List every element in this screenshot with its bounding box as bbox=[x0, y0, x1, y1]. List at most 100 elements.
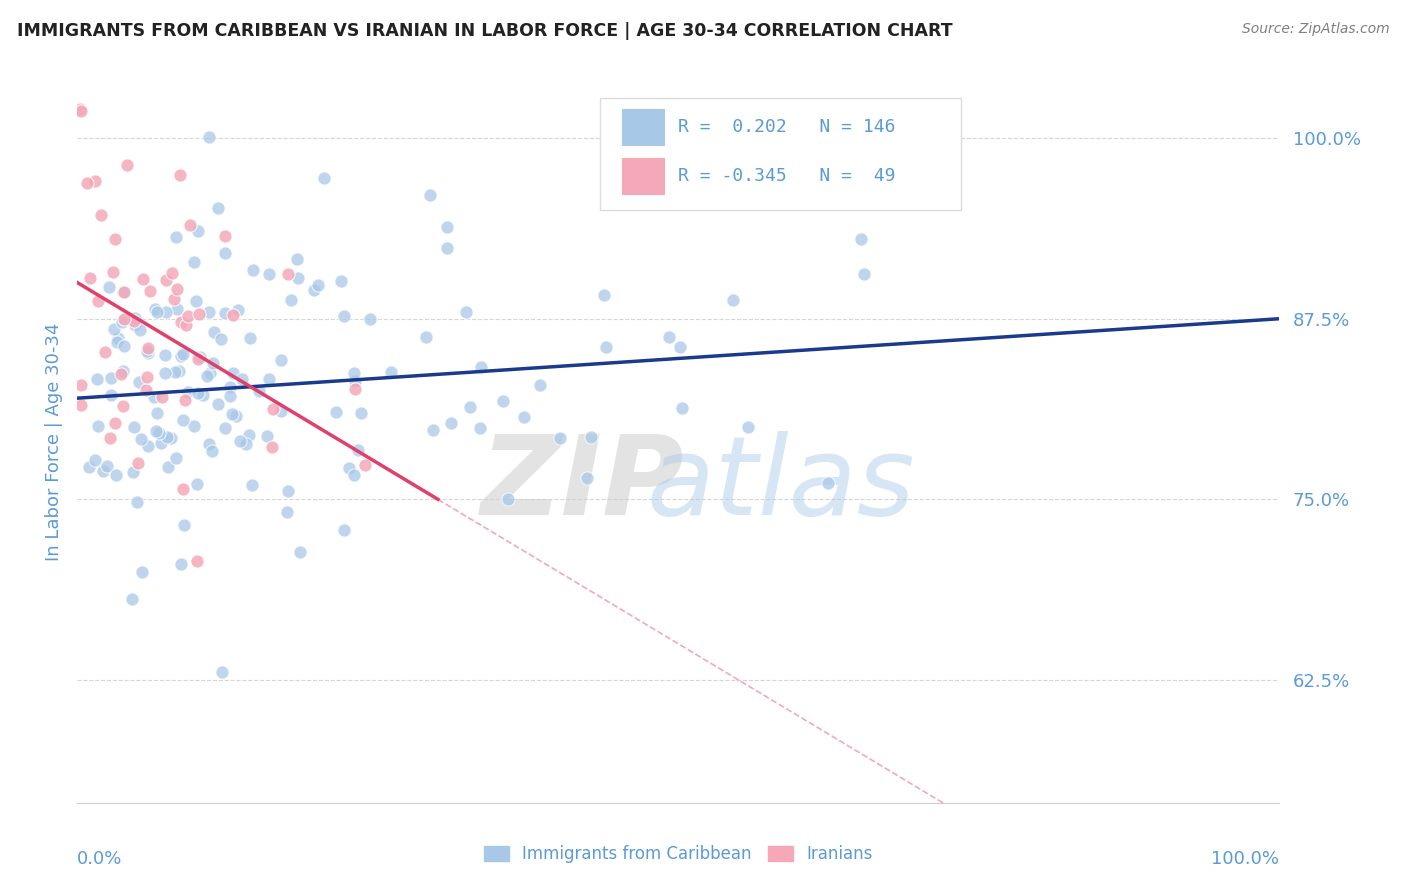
Point bbox=[128, 376, 150, 390]
Point bbox=[174, 392, 197, 407]
Point bbox=[176, 384, 198, 399]
Point bbox=[198, 304, 221, 318]
Point bbox=[225, 409, 247, 423]
Point bbox=[172, 347, 194, 361]
Point bbox=[70, 378, 93, 392]
Point bbox=[96, 458, 118, 473]
Point bbox=[247, 384, 270, 399]
Point bbox=[231, 371, 253, 385]
Point bbox=[202, 356, 225, 370]
Point bbox=[187, 224, 209, 238]
Point bbox=[131, 566, 153, 580]
Point bbox=[333, 523, 356, 537]
Point bbox=[214, 229, 236, 244]
Point bbox=[87, 419, 110, 434]
Point bbox=[179, 219, 201, 233]
Point bbox=[100, 388, 122, 402]
Point bbox=[110, 367, 132, 381]
Point bbox=[136, 439, 159, 453]
Point bbox=[111, 364, 134, 378]
Point bbox=[160, 266, 183, 280]
Point bbox=[150, 390, 173, 404]
Text: R = -0.345   N =  49: R = -0.345 N = 49 bbox=[679, 168, 896, 186]
Point bbox=[166, 301, 188, 316]
Point bbox=[142, 390, 165, 404]
Point bbox=[415, 330, 437, 344]
Point bbox=[155, 367, 177, 381]
Point bbox=[242, 263, 264, 277]
Point bbox=[70, 104, 93, 119]
Point bbox=[219, 389, 242, 403]
Text: ZIP: ZIP bbox=[481, 432, 683, 539]
Point bbox=[166, 282, 188, 296]
Point bbox=[115, 158, 138, 172]
Point bbox=[262, 440, 284, 454]
Point bbox=[256, 428, 278, 442]
Point bbox=[492, 393, 515, 408]
Point bbox=[136, 343, 159, 358]
Text: Source: ZipAtlas.com: Source: ZipAtlas.com bbox=[1241, 22, 1389, 37]
Point bbox=[219, 380, 242, 394]
Point bbox=[70, 398, 93, 412]
Point bbox=[91, 464, 114, 478]
Point bbox=[380, 365, 402, 379]
Point bbox=[671, 401, 693, 416]
Point bbox=[359, 312, 381, 326]
Point bbox=[211, 665, 233, 680]
Point bbox=[307, 278, 329, 293]
Bar bbox=[621, 109, 664, 145]
Point bbox=[207, 397, 229, 411]
Point bbox=[343, 366, 366, 380]
Point bbox=[157, 459, 180, 474]
Point bbox=[183, 419, 205, 434]
Point bbox=[419, 188, 441, 202]
Point bbox=[350, 406, 373, 420]
FancyBboxPatch shape bbox=[600, 98, 960, 211]
Point bbox=[262, 401, 284, 416]
Point bbox=[285, 252, 308, 266]
Point bbox=[86, 293, 108, 308]
Point bbox=[148, 426, 170, 441]
Point bbox=[276, 505, 298, 519]
Text: R =  0.202   N = 146: R = 0.202 N = 146 bbox=[679, 119, 896, 136]
Point bbox=[257, 372, 280, 386]
Point bbox=[325, 405, 347, 419]
Point bbox=[222, 367, 245, 381]
Text: 0.0%: 0.0% bbox=[77, 850, 122, 868]
Point bbox=[98, 280, 121, 294]
Point bbox=[172, 482, 194, 496]
Point bbox=[145, 424, 167, 438]
Point bbox=[222, 308, 245, 322]
Point bbox=[468, 421, 491, 435]
Point bbox=[187, 386, 209, 401]
Point bbox=[337, 460, 360, 475]
Point bbox=[107, 331, 129, 345]
Point bbox=[101, 265, 124, 279]
Point bbox=[105, 334, 128, 349]
Point bbox=[817, 476, 839, 491]
Point bbox=[112, 285, 135, 299]
Point bbox=[163, 293, 186, 307]
Point bbox=[439, 416, 461, 430]
Point bbox=[849, 232, 872, 246]
Point bbox=[529, 378, 551, 392]
Point bbox=[598, 163, 620, 178]
Point bbox=[458, 401, 481, 415]
Point bbox=[174, 318, 197, 332]
Text: IMMIGRANTS FROM CARIBBEAN VS IRANIAN IN LABOR FORCE | AGE 30-34 CORRELATION CHAR: IMMIGRANTS FROM CARIBBEAN VS IRANIAN IN … bbox=[17, 22, 952, 40]
Point bbox=[277, 483, 299, 498]
Point bbox=[156, 430, 179, 444]
Point bbox=[122, 314, 145, 328]
Point bbox=[122, 419, 145, 434]
Point bbox=[470, 359, 492, 374]
Point bbox=[143, 302, 166, 317]
Point bbox=[104, 232, 127, 246]
Point bbox=[149, 435, 172, 450]
Point bbox=[112, 285, 135, 300]
Point bbox=[155, 305, 177, 319]
Point bbox=[112, 339, 135, 353]
Point bbox=[852, 267, 875, 281]
Point bbox=[201, 443, 224, 458]
Point bbox=[153, 348, 176, 362]
Point bbox=[98, 431, 121, 445]
